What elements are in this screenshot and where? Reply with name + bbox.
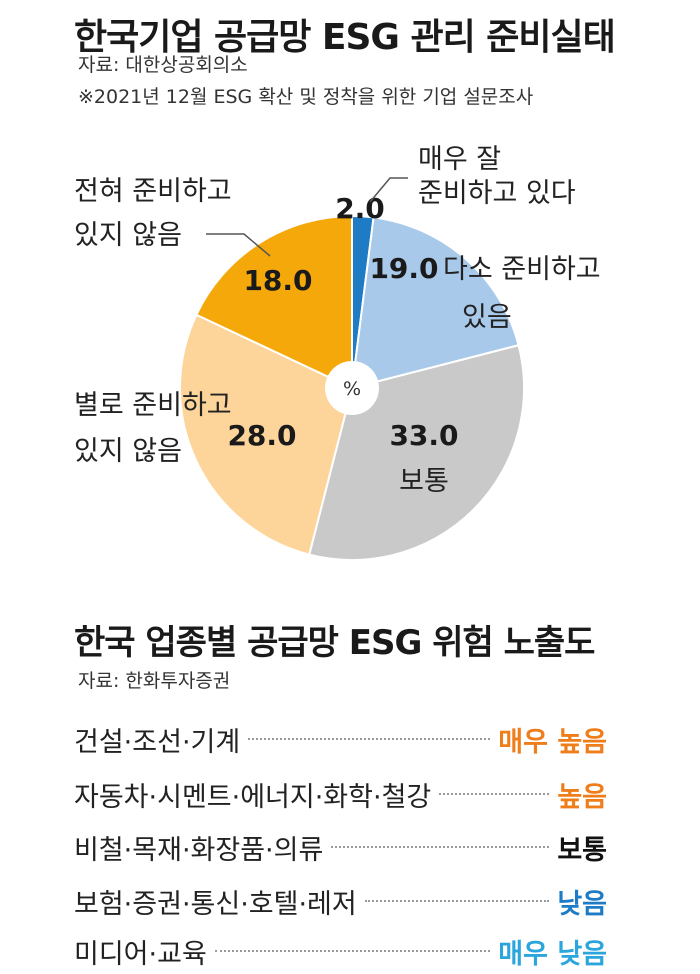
survey-note: ※2021년 12월 ESG 확산 및 정착을 위한 기업 설문조사 (78, 86, 534, 108)
page-title: 한국기업 공급망 ESG 관리 준비실태 (74, 17, 616, 58)
sector-label: 자동차·시멘트·에너지·화학·철강 (74, 781, 432, 813)
value-label-2: 33.0 (389, 419, 458, 452)
ranking-row: 미디어·교육 매우 낮음 (74, 928, 607, 974)
unit-label: % (343, 378, 361, 400)
risk-level: 높음 (557, 781, 607, 813)
pie-slice-4 (195, 214, 353, 390)
ranking-row: 비철·목재·화장품·의류 보통 (74, 824, 607, 870)
risk-level: 매우 높음 (498, 726, 607, 758)
center-hole (325, 361, 379, 415)
leader-line-0 (369, 177, 408, 203)
risk-level: 낮음 (557, 888, 607, 920)
leader-line-4 (206, 233, 271, 257)
risk-level: 보통 (557, 834, 607, 866)
risk-level: 매우 낮음 (498, 938, 607, 970)
category-label-1: 다소 준비하고 있음 (443, 254, 601, 333)
dotted-leader (331, 846, 550, 848)
sector-label: 보험·증권·통신·호텔·레저 (74, 888, 357, 920)
ranking-row: 건설·조선·기계 매우 높음 (74, 716, 607, 762)
category-label-3: 별로 준비하고 있지 않음 (74, 390, 232, 467)
sector-label: 건설·조선·기계 (74, 726, 241, 758)
sector-label: 비철·목재·화장품·의류 (74, 834, 324, 866)
pie-chart: % 2.0 매우 잘 준비하고 있다 19.0 다소 준비하고 있음 33.0 보통 28.0별로… (74, 144, 601, 561)
dotted-leader (214, 950, 491, 952)
pie-slice-3 (179, 313, 354, 556)
ranking-row: 자동차·시멘트·에너지·화학·철강 높음 (74, 771, 607, 817)
pie-slice-1 (350, 216, 520, 390)
source-text: 자료: 대한상공회의소 (78, 54, 248, 76)
category-label-0: 매우 잘 준비하고 있다 (418, 144, 576, 209)
value-label-3: 28.0 (227, 419, 296, 452)
sector-label: 미디어·교육 (74, 938, 207, 970)
section-title: 한국 업종별 공급망 ESG 위험 노출도 (74, 623, 595, 663)
dotted-leader (364, 900, 550, 902)
category-label-2: 보통 (399, 466, 449, 497)
category-label-4: 전혀 준비하고 있지 않음 (74, 176, 232, 251)
dotted-leader (439, 793, 550, 795)
value-label-1: 19.0 (369, 252, 438, 285)
value-label-0: 2.0 (335, 192, 385, 225)
ranking-row: 보험·증권·통신·호텔·레저 낮음 (74, 878, 607, 924)
value-label-4: 18.0 (243, 264, 312, 297)
section-source: 자료: 한화투자증권 (78, 670, 231, 692)
dotted-leader (248, 738, 491, 740)
